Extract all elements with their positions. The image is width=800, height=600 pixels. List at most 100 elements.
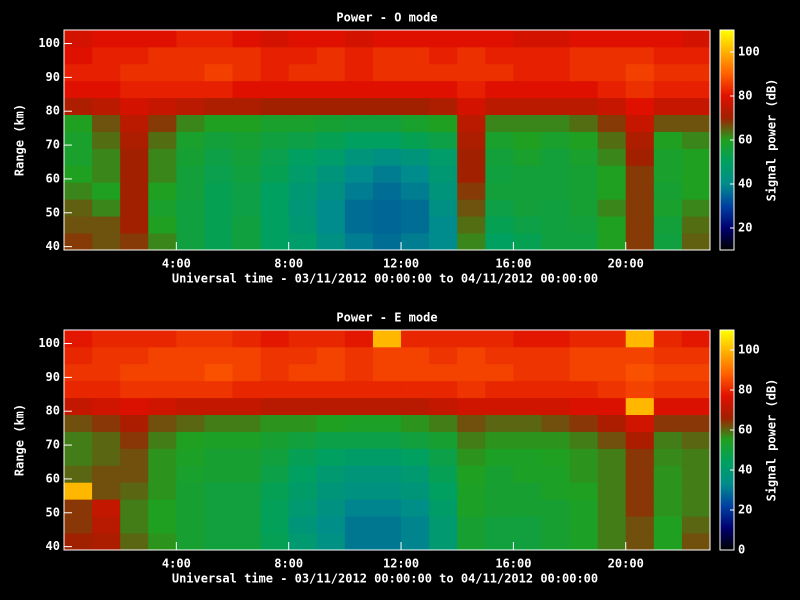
- heatmap-cell: [401, 182, 430, 200]
- heatmap-cell: [260, 233, 290, 251]
- heatmap-cell: [681, 216, 711, 234]
- heatmap-cell: [204, 199, 233, 217]
- heatmap-cell: [64, 80, 93, 99]
- heatmap-cell: [64, 148, 93, 166]
- heatmap-cell: [513, 397, 542, 416]
- heatmap-cell: [401, 233, 430, 251]
- heatmap-cell: [120, 533, 149, 551]
- heatmap-cell: [316, 465, 346, 483]
- heatmap-cell: [513, 516, 542, 534]
- heatmap-cell: [429, 97, 458, 116]
- heatmap-cell: [401, 499, 430, 517]
- heatmap: [64, 30, 711, 251]
- heatmap-cell: [401, 114, 430, 132]
- heatmap-cell: [344, 482, 374, 500]
- heatmap-cell: [176, 465, 205, 483]
- heatmap-cell: [344, 533, 374, 551]
- heatmap-cell: [457, 431, 486, 449]
- heatmap-cell: [569, 431, 599, 449]
- heatmap-cell: [457, 199, 486, 217]
- heatmap-cell: [344, 182, 374, 200]
- heatmap-cell: [681, 448, 711, 466]
- x-tick-label: 12:00: [383, 257, 419, 271]
- colorbar-label: Signal power (dB): [765, 79, 779, 202]
- heatmap-cell: [372, 346, 402, 365]
- heatmap-cell: [120, 482, 149, 500]
- heatmap-cell: [513, 131, 542, 149]
- heatmap-cell: [260, 482, 290, 500]
- heatmap-cell: [344, 431, 374, 449]
- heatmap-cell: [204, 233, 233, 251]
- heatmap-cell: [513, 46, 542, 65]
- heatmap-cell: [485, 216, 514, 234]
- heatmap-cell: [64, 199, 93, 217]
- heatmap-cell: [429, 80, 458, 99]
- heatmap-cell: [401, 414, 430, 432]
- heatmap-cell: [288, 114, 318, 132]
- heatmap-cell: [64, 63, 93, 82]
- heatmap-cell: [176, 533, 205, 551]
- heatmap-cell: [316, 80, 346, 99]
- heatmap-cell: [401, 346, 430, 365]
- y-tick-label: 90: [46, 370, 60, 384]
- heatmap-cell: [372, 516, 402, 534]
- heatmap-cell: [429, 448, 458, 466]
- heatmap-cell: [429, 114, 458, 132]
- heatmap-cell: [120, 363, 149, 382]
- heatmap-cell: [260, 182, 290, 200]
- heatmap-cell: [541, 46, 570, 65]
- x-axis-label: Universal time - 03/11/2012 00:00:00 to …: [172, 272, 598, 286]
- y-tick-label: 40: [46, 539, 60, 553]
- heatmap-cell: [316, 499, 346, 517]
- heatmap-cell: [372, 63, 402, 82]
- heatmap-cell: [64, 330, 93, 348]
- heatmap-cell: [625, 80, 655, 99]
- heatmap-cell: [485, 397, 514, 416]
- heatmap-cell: [541, 516, 570, 534]
- heatmap-cell: [176, 182, 205, 200]
- heatmap-cell: [288, 482, 318, 500]
- heatmap-cell: [344, 131, 374, 149]
- heatmap-cell: [485, 131, 514, 149]
- heatmap-cell: [288, 380, 318, 399]
- heatmap-cell: [457, 233, 486, 251]
- heatmap-cell: [513, 114, 542, 132]
- heatmap-cell: [653, 30, 683, 48]
- heatmap-cell: [372, 30, 402, 48]
- heatmap-cell: [681, 30, 711, 48]
- heatmap-cell: [429, 533, 458, 551]
- y-tick-label: 100: [38, 336, 60, 350]
- heatmap-cell: [232, 533, 262, 551]
- heatmap-cell: [569, 499, 599, 517]
- heatmap-cell: [513, 482, 542, 500]
- heatmap-cell: [288, 499, 318, 517]
- heatmap-cell: [344, 363, 374, 382]
- heatmap-cell: [541, 380, 570, 399]
- heatmap-cell: [541, 414, 570, 432]
- heatmap-cell: [92, 97, 121, 116]
- heatmap-cell: [429, 363, 458, 382]
- x-tick-label: 4:00: [162, 557, 191, 571]
- heatmap-cell: [569, 97, 599, 116]
- heatmap-cell: [120, 97, 149, 116]
- heatmap-cell: [64, 380, 93, 399]
- heatmap-cell: [288, 363, 318, 382]
- heatmap-cell: [513, 465, 542, 483]
- heatmap-cell: [288, 182, 318, 200]
- heatmap-cell: [485, 80, 514, 99]
- heatmap-cell: [176, 216, 205, 234]
- heatmap-cell: [625, 199, 655, 217]
- heatmap-cell: [344, 80, 374, 99]
- heatmap-cell: [429, 346, 458, 365]
- heatmap-cell: [316, 233, 346, 251]
- heatmap-cell: [372, 199, 402, 217]
- y-tick-label: 70: [46, 138, 60, 152]
- heatmap-cell: [92, 30, 121, 48]
- heatmap-cell: [288, 148, 318, 166]
- heatmap-cell: [64, 414, 93, 432]
- heatmap-cell: [64, 233, 93, 251]
- heatmap-cell: [457, 114, 486, 132]
- heatmap-cell: [625, 216, 655, 234]
- heatmap-cell: [597, 397, 627, 416]
- heatmap-cell: [597, 97, 627, 116]
